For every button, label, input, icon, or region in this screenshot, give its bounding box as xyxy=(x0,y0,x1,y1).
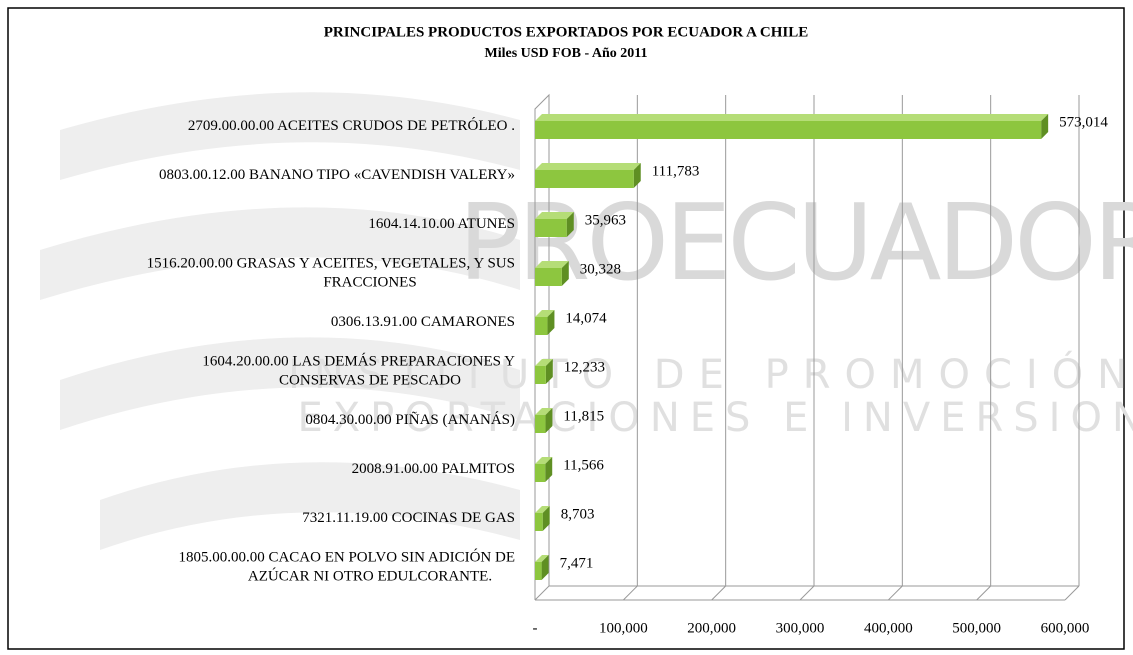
bar-top xyxy=(535,457,553,464)
bar-side xyxy=(542,506,550,531)
watermark: PROECUADOR INSTITUTO DE PROMOCIÓN DEEXPOR… xyxy=(40,92,1133,551)
bar xyxy=(535,415,546,433)
bar-top xyxy=(535,261,569,268)
category-line: AZÚCAR NI OTRO EDULCORANTE. xyxy=(248,568,492,585)
value-label: 11,566 xyxy=(563,457,604,473)
grid-floor xyxy=(976,585,992,601)
bar xyxy=(535,464,546,482)
category-line: 1604.14.10.00 ATUNES xyxy=(368,216,515,232)
bar xyxy=(535,366,546,384)
bar-side xyxy=(566,212,574,237)
value-label: 8,703 xyxy=(561,506,595,522)
category-label: 2709.00.00.00 ACEITES CRUDOS DE PETRÓLEO… xyxy=(188,117,515,134)
value-label: 573,014 xyxy=(1059,114,1108,130)
x-tick-label: 600,000 xyxy=(1041,620,1090,636)
category-label: 1604.20.00.00 LAS DEMÁS PREPARACIONES Y C… xyxy=(202,353,515,389)
value-label: 12,233 xyxy=(564,359,605,375)
category-label: 1805.00.00.00 CACAO EN POLVO SIN ADICIÓN… xyxy=(178,549,515,585)
category-line: 0306.13.91.00 CAMARONES xyxy=(331,314,515,330)
watermark-text: EXPORTACIONES E INVERSIONES xyxy=(297,395,1133,441)
bar-side xyxy=(545,359,553,384)
grid-floor xyxy=(1064,585,1080,601)
category-label: 0803.00.12.00 BANANO TIPO «CAVENDISH VAL… xyxy=(159,167,515,183)
bar xyxy=(535,268,562,286)
category-line: 7321.11.19.00 COCINAS DE GAS xyxy=(302,510,515,526)
bar-side xyxy=(541,555,549,580)
grid-floor xyxy=(887,585,903,601)
bar-side xyxy=(633,163,641,188)
chart-title: PRINCIPALES PRODUCTOS EXPORTADOS POR ECU… xyxy=(324,24,809,40)
x-tick-label: 100,000 xyxy=(599,620,648,636)
grid-floor xyxy=(799,585,815,601)
bar-top xyxy=(535,555,549,562)
watermark-text: INSTITUTO DE PROMOCIÓN DE xyxy=(288,350,1133,398)
category-line: 0804.30.00.00 PIÑAS (ANANÁS) xyxy=(305,411,515,428)
bar xyxy=(535,562,542,580)
bar-side xyxy=(1041,114,1049,139)
value-label: 30,328 xyxy=(580,261,621,277)
value-label: 11,815 xyxy=(563,408,604,424)
chart-subtitle: Miles USD FOB - Año 2011 xyxy=(485,46,648,61)
category-line: FRACCIONES xyxy=(323,275,416,291)
bar xyxy=(535,219,567,237)
bar-top xyxy=(535,163,641,170)
value-label: 7,471 xyxy=(560,555,594,571)
bar-top xyxy=(535,506,550,513)
value-label: 111,783 xyxy=(652,163,700,179)
bar xyxy=(535,170,634,188)
watermark-swoosh xyxy=(40,92,520,551)
x-tick-label: - xyxy=(533,620,538,636)
x-tick-label: 500,000 xyxy=(952,620,1001,636)
category-label: 1516.20.00.00 GRASAS Y ACEITES, VEGETALE… xyxy=(147,256,515,291)
bar xyxy=(535,513,543,531)
x-tick-label: 300,000 xyxy=(776,620,825,636)
bar-side xyxy=(547,310,555,335)
category-label: 1604.14.10.00 ATUNES xyxy=(368,216,515,232)
category-line: 2709.00.00.00 ACEITES CRUDOS DE PETRÓLEO… xyxy=(188,117,515,134)
bar xyxy=(535,121,1042,139)
category-label: 0804.30.00.00 PIÑAS (ANANÁS) xyxy=(305,411,515,428)
bar-top xyxy=(535,212,574,219)
grid-floor xyxy=(622,585,638,601)
bar-side xyxy=(561,261,569,286)
bar-top xyxy=(535,359,553,366)
grid-floor xyxy=(711,585,727,601)
category-line: 2008.91.00.00 PALMITOS xyxy=(352,461,515,477)
bar-top xyxy=(535,114,1049,121)
category-line: 1516.20.00.00 GRASAS Y ACEITES, VEGETALE… xyxy=(147,256,515,272)
category-line: 1604.20.00.00 LAS DEMÁS PREPARACIONES Y xyxy=(202,353,515,370)
x-tick-label: 200,000 xyxy=(687,620,736,636)
watermark-text: PROECUADOR xyxy=(458,182,1133,304)
category-label: 0306.13.91.00 CAMARONES xyxy=(331,314,515,330)
bar-top xyxy=(535,408,553,415)
bar-top xyxy=(535,310,555,317)
category-label: 2008.91.00.00 PALMITOS xyxy=(352,461,515,477)
value-label: 35,963 xyxy=(585,212,626,228)
value-label: 14,074 xyxy=(565,310,607,326)
category-line: 0803.00.12.00 BANANO TIPO «CAVENDISH VAL… xyxy=(159,167,515,183)
grid-floor xyxy=(534,585,550,601)
bar-side xyxy=(545,457,553,482)
category-line: CONSERVAS DE PESCADO xyxy=(279,373,461,389)
category-label: 7321.11.19.00 COCINAS DE GAS xyxy=(302,510,515,526)
bar xyxy=(535,317,548,335)
x-tick-label: 400,000 xyxy=(864,620,913,636)
category-line: 1805.00.00.00 CACAO EN POLVO SIN ADICIÓN… xyxy=(178,549,515,566)
bar-side xyxy=(545,408,553,433)
